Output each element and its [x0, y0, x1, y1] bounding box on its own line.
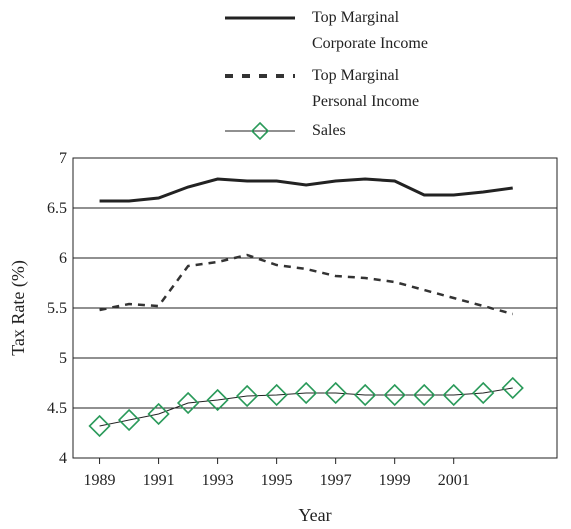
x-tick-label: 1991	[143, 472, 175, 489]
y-tick-label: 6.5	[47, 200, 67, 217]
marker	[235, 384, 259, 408]
x-tick-label: 1995	[261, 472, 293, 489]
series-line	[99, 177, 513, 203]
marker	[324, 381, 347, 405]
marker	[176, 391, 200, 415]
y-tick-label: 7	[59, 150, 67, 167]
marker	[413, 383, 436, 407]
legend-label: Top Marginal Corporate Income	[312, 9, 428, 52]
marker	[88, 414, 111, 438]
legend-label: Sales	[312, 122, 346, 139]
marker	[472, 381, 495, 405]
legend-label: Top Marginal Personal Income	[312, 67, 420, 110]
x-tick-label: 1989	[84, 472, 116, 489]
y-axis-label: Tax Rate (%)	[8, 260, 29, 356]
x-tick-label: 1997	[320, 472, 352, 489]
marker	[206, 388, 229, 412]
marker	[442, 383, 465, 407]
marker	[265, 383, 288, 407]
y-tick-label: 6	[59, 250, 67, 267]
x-tick-label: 1999	[379, 472, 411, 489]
y-tick-label: 5.5	[47, 300, 67, 317]
marker	[501, 376, 524, 400]
y-tick-label: 4	[59, 450, 67, 467]
x-tick-label: 2001	[438, 472, 470, 489]
series-line	[99, 253, 514, 316]
marker	[383, 383, 406, 407]
x-tick-label: 1993	[202, 472, 234, 489]
marker	[147, 402, 170, 426]
marker	[117, 408, 141, 432]
marker	[295, 381, 318, 405]
y-tick-label: 4.5	[47, 400, 67, 417]
y-tick-label: 5	[59, 350, 67, 367]
legend-marker	[250, 121, 270, 141]
marker	[354, 383, 377, 407]
x-axis-label: Year	[298, 505, 331, 525]
plot-frame	[72, 157, 558, 459]
